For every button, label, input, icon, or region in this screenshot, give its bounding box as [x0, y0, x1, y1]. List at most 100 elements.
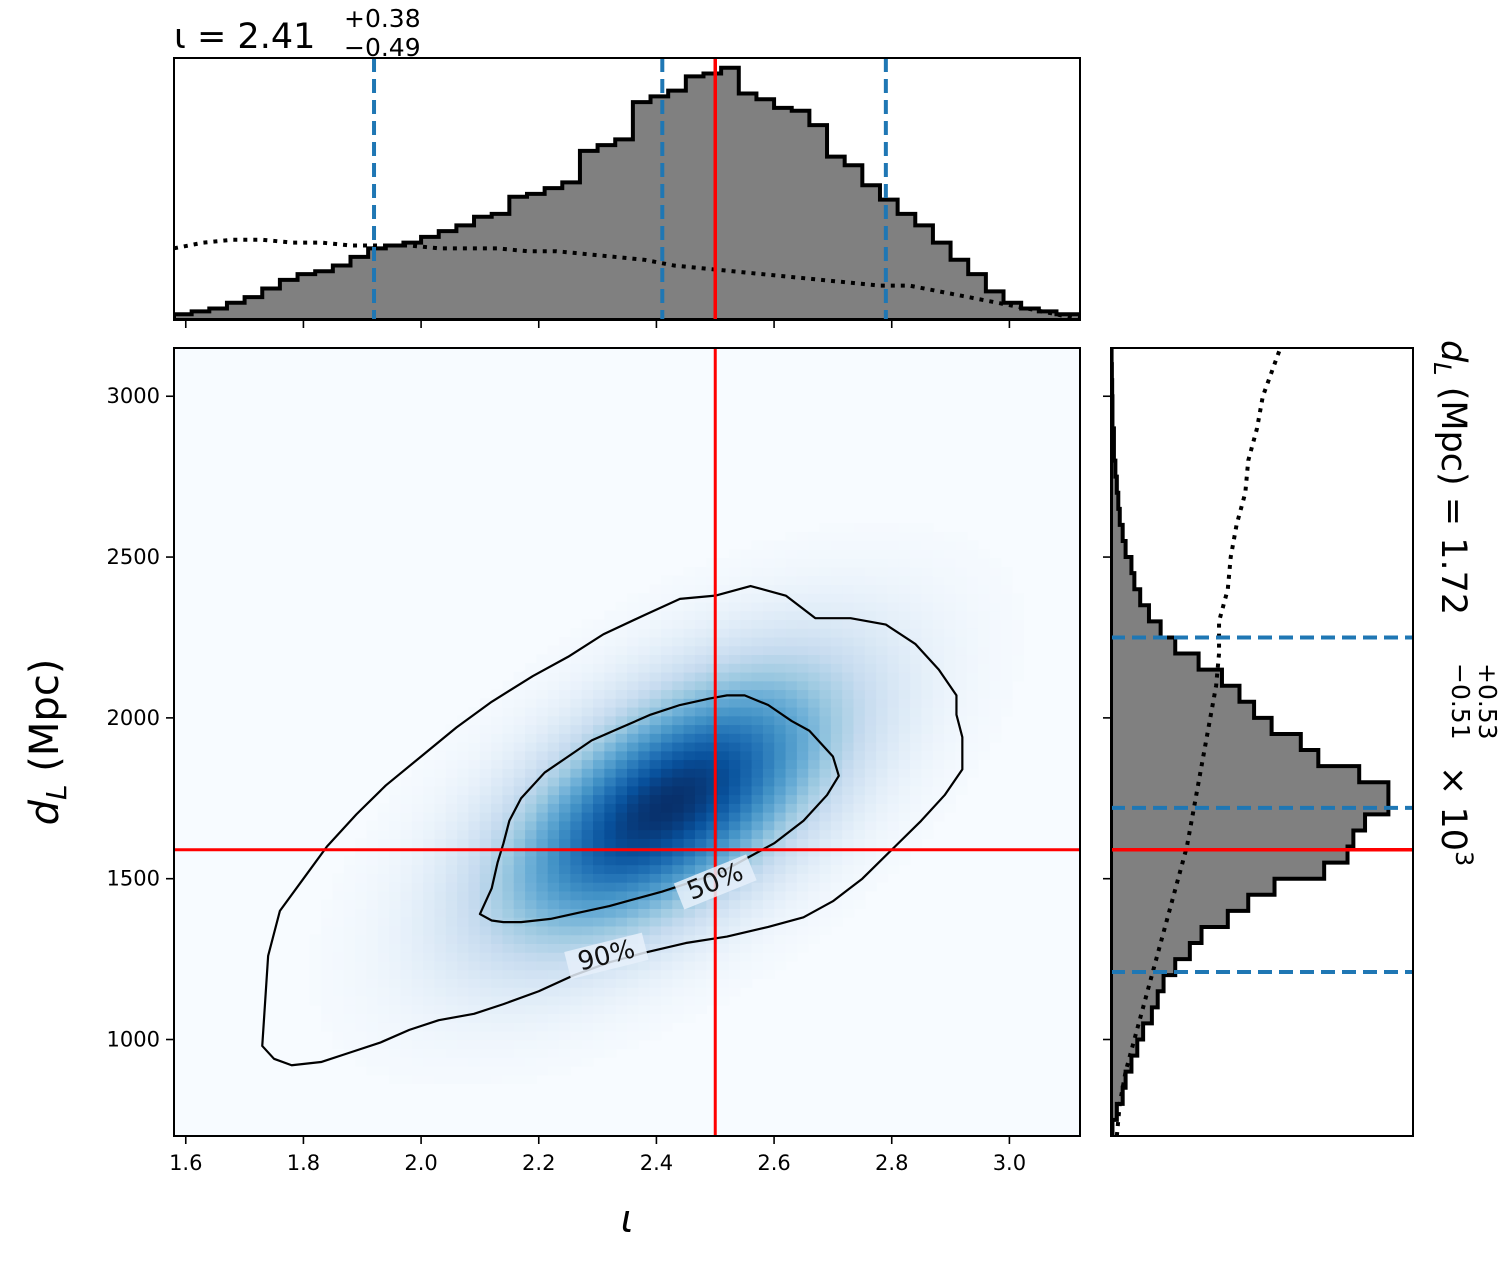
heatmap-cell: [740, 619, 753, 629]
heatmap-cell: [615, 785, 628, 796]
heatmap-cell: [966, 610, 979, 621]
heatmap-cell: [581, 1039, 594, 1050]
heatmap-cell: [660, 619, 673, 629]
heatmap-cell: [864, 549, 877, 559]
heatmap-cell: [932, 733, 945, 743]
heatmap-cell: [672, 794, 685, 804]
heatmap-cell: [355, 978, 368, 988]
dl-title-exponent: 3: [1450, 851, 1478, 866]
heatmap-cell: [638, 1004, 651, 1015]
heatmap-cell: [740, 794, 753, 804]
heatmap-cell: [468, 864, 481, 874]
heatmap-cell: [910, 531, 923, 542]
heatmap-cell: [570, 724, 583, 734]
heatmap-cell: [581, 1030, 594, 1041]
heatmap-cell: [898, 566, 911, 577]
heatmap-cell: [785, 943, 798, 953]
heatmap-cell: [762, 785, 775, 796]
heatmap-cell: [581, 750, 594, 761]
heatmap-cell: [570, 777, 583, 787]
heatmap-cell: [411, 1057, 424, 1067]
heatmap-cell: [649, 1013, 662, 1023]
heatmap-cell: [819, 812, 832, 822]
heatmap-cell: [479, 1022, 492, 1032]
heatmap-cell: [728, 715, 741, 726]
heatmap-cell: [808, 610, 821, 621]
heatmap-cell: [525, 899, 537, 909]
contour-90pct: [261, 584, 964, 1067]
heatmap-cell: [774, 917, 787, 927]
heatmap-cell: [717, 636, 730, 647]
heatmap-cell: [445, 768, 458, 778]
heatmap-cell: [377, 838, 390, 848]
heatmap-cell: [978, 715, 990, 726]
dl-title-symbol: d: [1433, 340, 1473, 363]
heatmap-cell: [944, 724, 957, 734]
heatmap-cell: [445, 1039, 458, 1050]
heatmap-cell: [389, 969, 402, 979]
heatmap-cell: [751, 943, 764, 953]
heatmap-cell: [377, 864, 390, 874]
heatmap-cell: [694, 952, 707, 962]
heatmap-cell: [366, 987, 379, 997]
heatmap-cell: [683, 829, 696, 839]
heatmap-cell: [978, 636, 990, 647]
heatmap-cell: [479, 1039, 492, 1050]
heatmap-cell: [706, 908, 719, 918]
heatmap-cell: [706, 943, 719, 953]
heatmap-cell: [660, 593, 673, 603]
heatmap-cell: [570, 663, 583, 673]
heatmap-cell: [615, 724, 628, 734]
heatmap-cell: [423, 890, 436, 901]
heatmap-cell: [830, 803, 843, 813]
heatmap-cell: [434, 1030, 447, 1041]
heatmap-cell: [717, 987, 730, 997]
heatmap-cell: [423, 1039, 436, 1050]
heatmap-cell: [910, 575, 923, 585]
heatmap-cell: [910, 654, 923, 664]
heatmap-cell: [366, 934, 379, 944]
heatmap-cell: [513, 742, 526, 752]
heatmap-cell: [683, 855, 696, 866]
heatmap-cell: [627, 768, 639, 778]
heatmap-cell: [864, 785, 877, 796]
heatmap-cell: [774, 549, 787, 559]
heatmap-cell: [887, 645, 900, 656]
heatmap-cell: [479, 847, 492, 857]
heatmap-cell: [434, 1065, 447, 1076]
heatmap-cell: [638, 829, 651, 839]
heatmap-cell: [321, 960, 334, 971]
heatmap-cell: [921, 610, 934, 621]
heatmap-cell: [570, 671, 583, 682]
heatmap-cell: [853, 610, 866, 621]
heatmap-cell: [491, 1039, 504, 1050]
heatmap-cell: [343, 934, 356, 944]
heatmap-cell: [728, 768, 741, 778]
heatmap-cell: [819, 663, 832, 673]
heatmap-cell: [638, 899, 651, 909]
heatmap-cell: [366, 1048, 379, 1058]
heatmap-cell: [762, 575, 775, 585]
heatmap-cell: [887, 777, 900, 787]
heatmap-cell: [411, 829, 424, 839]
heatmap-cell: [683, 759, 696, 769]
heatmap-cell: [717, 847, 730, 857]
heatmap-cell: [581, 777, 594, 787]
heatmap-cell: [672, 645, 685, 656]
heatmap-cell: [921, 654, 934, 664]
heatmap-cell: [796, 925, 809, 936]
heatmap-cell: [536, 812, 549, 822]
heatmap-cell: [955, 601, 968, 612]
heatmap-cell: [627, 785, 639, 796]
heatmap-cell: [830, 654, 843, 664]
heatmap-cell: [491, 934, 504, 944]
heatmap-cell: [615, 706, 628, 717]
dl-title-multiplier: × 103: [1433, 766, 1478, 866]
heatmap-cell: [694, 943, 707, 953]
heatmap-cell: [502, 715, 515, 726]
heatmap-cell: [581, 671, 594, 682]
heatmap-cell: [796, 943, 809, 953]
heatmap-cell: [400, 943, 413, 953]
heatmap-cell: [593, 1013, 605, 1023]
heatmap-cell: [876, 671, 889, 682]
